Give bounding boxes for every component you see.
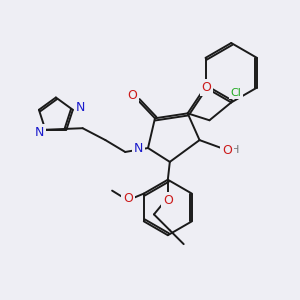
Text: O: O — [123, 192, 133, 205]
Text: N: N — [76, 101, 86, 114]
Text: Cl: Cl — [231, 88, 242, 98]
Text: O: O — [202, 81, 212, 94]
Text: N: N — [35, 126, 44, 139]
Text: O: O — [127, 89, 137, 102]
Text: O: O — [163, 194, 173, 207]
Text: N: N — [134, 142, 143, 154]
Text: O: O — [222, 143, 232, 157]
Text: H: H — [231, 145, 239, 155]
